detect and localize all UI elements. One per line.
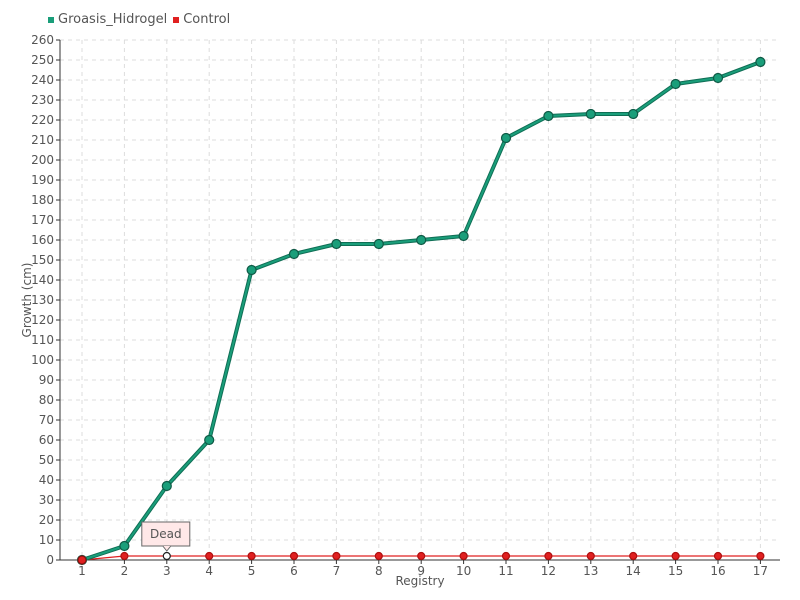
data-point-groasis-hidrogel[interactable] xyxy=(288,248,300,260)
data-point-control[interactable] xyxy=(671,551,680,561)
y-tick-label: 130 xyxy=(31,293,54,307)
y-tick-label: 50 xyxy=(39,453,54,467)
annotation-layer: Dead xyxy=(141,521,191,552)
x-tick-label: 7 xyxy=(333,564,341,578)
x-tick-label: 14 xyxy=(626,564,641,578)
x-tick-label: 8 xyxy=(375,564,383,578)
data-point-control[interactable] xyxy=(247,551,256,561)
data-point-control[interactable] xyxy=(374,551,383,561)
y-tick-label: 80 xyxy=(39,393,54,407)
y-tick-label: 40 xyxy=(39,473,54,487)
x-tick-label: 11 xyxy=(498,564,513,578)
y-tick-label: 120 xyxy=(31,313,54,327)
x-tick-label: 9 xyxy=(417,564,425,578)
axes-layer: 0102030405060708090100110120130140150160… xyxy=(31,33,780,578)
data-point-groasis-hidrogel[interactable] xyxy=(373,238,384,250)
data-point-groasis-hidrogel[interactable] xyxy=(712,72,724,84)
y-tick-label: 10 xyxy=(39,533,54,547)
data-point-control[interactable] xyxy=(586,551,595,561)
data-point-control[interactable] xyxy=(417,551,426,561)
y-tick-label: 70 xyxy=(39,413,54,427)
data-point-control[interactable] xyxy=(332,551,341,561)
data-point-control[interactable] xyxy=(756,551,765,561)
legend: Groasis_Hidrogel Control xyxy=(48,12,236,27)
y-tick-label: 210 xyxy=(31,133,54,147)
legend-item-control[interactable]: Control xyxy=(173,12,230,27)
data-point-groasis-hidrogel[interactable] xyxy=(628,108,639,120)
data-point-control[interactable] xyxy=(459,551,468,561)
data-point-control[interactable] xyxy=(162,551,171,561)
data-point-control[interactable] xyxy=(289,551,299,561)
x-tick-label: 1 xyxy=(78,564,86,578)
y-tick-label: 0 xyxy=(46,553,54,567)
x-tick-label: 13 xyxy=(583,564,598,578)
data-point-control[interactable] xyxy=(205,551,214,561)
data-point-groasis-hidrogel[interactable] xyxy=(585,108,596,120)
y-tick-label: 170 xyxy=(31,213,54,227)
y-tick-label: 100 xyxy=(31,353,54,367)
x-axis-title: Registry xyxy=(395,574,444,588)
y-tick-label: 180 xyxy=(31,193,54,207)
data-point-groasis-hidrogel[interactable] xyxy=(161,480,172,492)
y-tick-label: 150 xyxy=(31,253,54,267)
y-tick-label: 230 xyxy=(31,93,54,107)
data-point-groasis-hidrogel[interactable] xyxy=(458,230,469,242)
data-point-groasis-hidrogel[interactable] xyxy=(246,264,257,276)
data-point-groasis-hidrogel[interactable] xyxy=(543,110,554,122)
grid-layer xyxy=(60,39,780,560)
data-point-control[interactable] xyxy=(120,551,129,561)
y-tick-label: 20 xyxy=(39,513,54,527)
y-tick-label: 190 xyxy=(31,173,54,187)
y-axis-title: Growth (cm) xyxy=(20,263,34,338)
legend-label-groasis: Groasis_Hidrogel xyxy=(58,12,168,27)
data-point-control-origin[interactable] xyxy=(77,555,87,565)
y-tick-label: 30 xyxy=(39,493,54,507)
x-tick-label: 6 xyxy=(290,564,298,578)
y-tick-label: 200 xyxy=(31,153,54,167)
y-tick-label: 250 xyxy=(31,53,54,67)
data-point-control[interactable] xyxy=(501,551,511,561)
series-layer xyxy=(76,56,766,566)
y-tick-label: 140 xyxy=(31,273,54,287)
x-tick-label: 10 xyxy=(456,564,471,578)
x-tick-label: 3 xyxy=(163,564,171,578)
x-tick-label: 2 xyxy=(121,564,129,578)
y-tick-label: 240 xyxy=(31,73,54,87)
annotation-box xyxy=(141,521,191,547)
data-point-groasis-hidrogel[interactable] xyxy=(416,234,427,246)
y-tick-label: 110 xyxy=(31,333,54,347)
legend-swatch-control xyxy=(173,16,180,23)
data-point-control[interactable] xyxy=(713,551,723,561)
annotation-text: Dead xyxy=(150,527,182,541)
data-point-groasis-hidrogel[interactable] xyxy=(755,56,766,68)
data-point-control[interactable] xyxy=(544,551,553,561)
annotation-pointer xyxy=(162,545,172,552)
y-tick-label: 90 xyxy=(39,373,54,387)
legend-label-control: Control xyxy=(183,12,231,27)
data-point-groasis-hidrogel[interactable] xyxy=(331,238,342,250)
x-tick-label: 15 xyxy=(668,564,683,578)
y-tick-label: 260 xyxy=(31,33,54,47)
data-point-control[interactable] xyxy=(629,551,638,561)
data-point-groasis-hidrogel[interactable] xyxy=(670,78,681,90)
legend-swatch-groasis xyxy=(48,16,54,23)
data-point-groasis-hidrogel[interactable] xyxy=(500,132,512,144)
y-tick-label: 160 xyxy=(31,233,54,247)
y-tick-label: 60 xyxy=(39,433,54,447)
x-tick-label: 4 xyxy=(205,564,213,578)
y-tick-label: 220 xyxy=(31,113,54,127)
data-point-groasis-hidrogel[interactable] xyxy=(204,434,215,446)
x-tick-label: 12 xyxy=(541,564,556,578)
annotation-tooltip: Dead xyxy=(141,521,191,552)
data-point-groasis-hidrogel[interactable] xyxy=(119,540,130,552)
x-tick-label: 5 xyxy=(248,564,256,578)
x-tick-label: 17 xyxy=(753,564,768,578)
x-tick-label: 16 xyxy=(710,564,725,578)
legend-item-groasis[interactable]: Groasis_Hidrogel xyxy=(48,12,167,27)
